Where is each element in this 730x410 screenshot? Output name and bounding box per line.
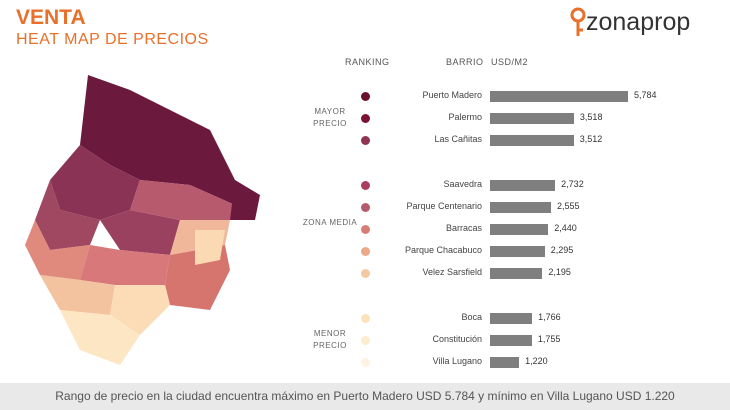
value-label: 2,555 [556,201,580,211]
category-label: Parque Chacabuco [404,245,482,255]
bar [490,223,549,235]
bar [490,334,532,346]
group-label: MENOR PRECIO [313,329,347,350]
logo-icon [570,7,586,36]
ranking-dot [361,224,370,234]
category-label: Constitución [432,334,482,344]
title: VENTA [16,6,86,29]
logo: zonaprop [586,8,691,36]
column-header: USD/M2 [491,57,529,67]
category-label: Saavedra [443,179,482,189]
bar [490,90,628,102]
category-label: Palermo [448,112,482,122]
bar [490,245,545,257]
group-label: ZONA MEDIA [302,218,358,227]
value-label: 1,755 [537,334,561,344]
bar [490,179,556,191]
bar [490,312,533,324]
column-header: BARRIO [446,57,484,67]
column-header: RANKING [345,57,390,67]
bar [490,356,520,368]
ranking-dot [361,113,370,123]
footer-caption: Rango de precio en la ciudad encuentra m… [0,383,730,410]
category-label: Velez Sarsfield [422,267,482,277]
ranking-dot [361,202,370,212]
value-label: 2,732 [561,179,584,189]
value-label: 2,295 [550,245,574,255]
bar [490,112,574,124]
bar [490,134,574,146]
map [25,75,260,365]
category-label: Villa Lugano [432,356,482,366]
category-label: Las Cañitas [434,134,482,144]
ranking-dot [361,246,370,256]
bar [490,201,551,213]
value-label: 1,766 [538,312,561,322]
ranking-dot [361,180,370,190]
ranking-dot [361,268,370,278]
value-label: 2,440 [554,223,577,233]
value-label: 5,784 [634,90,657,100]
bar [490,267,543,279]
ranking-dot [361,357,370,367]
value-label: 3,512 [579,134,603,144]
category-label: Boca [461,312,482,322]
category-label: Barracas [445,223,482,233]
category-label: Parque Centenario [406,201,482,211]
ranking-dot [361,313,370,323]
value-label: 1,220 [525,356,548,366]
category-label: Puerto Madero [422,90,482,100]
value-label: 2,195 [548,267,571,277]
ranking-dot [361,335,370,345]
ranking-dot [361,91,370,101]
subtitle: HEAT MAP DE PRECIOS [16,31,209,48]
group-label: MAYOR PRECIO [313,107,347,128]
ranking-dot [361,135,370,145]
value-label: 3,518 [579,112,603,122]
